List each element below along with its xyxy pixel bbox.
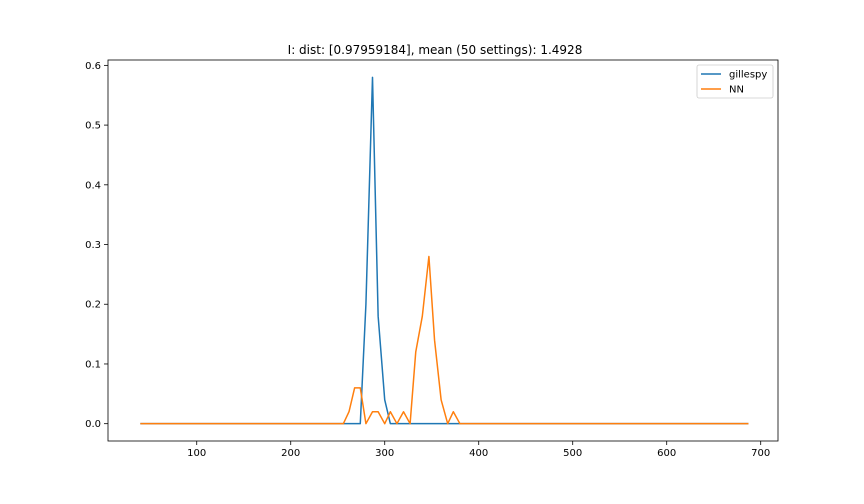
x-tick-label: 300 (375, 448, 394, 459)
chart-title: I: dist: [0.97959184], mean (50 settings… (288, 43, 583, 57)
y-tick-label: 0.2 (85, 300, 101, 311)
x-tick-label: 400 (469, 448, 488, 459)
legend-label-gillespy: gillespy (729, 70, 767, 81)
x-tick-label: 600 (657, 448, 676, 459)
axes-frame (107, 59, 779, 442)
y-tick-label: 0.4 (85, 180, 101, 191)
series-line-gillespy (140, 76, 749, 425)
x-tick-label: 500 (563, 448, 582, 459)
y-tick-label: 0.6 (85, 61, 101, 72)
x-tick-label: 700 (751, 448, 770, 459)
series-layer (140, 76, 749, 425)
y-tick-label: 0.5 (85, 121, 101, 132)
x-tick-label: 100 (187, 448, 206, 459)
legend: gillespy NN (696, 64, 774, 99)
y-tick-label: 0.1 (85, 359, 101, 370)
y-tick-label: 0.0 (85, 419, 101, 430)
x-axis: 100 200 300 400 500 600 700 (187, 441, 770, 459)
y-tick-label: 0.3 (85, 240, 101, 251)
series-line-nn (140, 255, 749, 425)
y-axis: 0.0 0.1 0.2 0.3 0.4 0.5 0.6 (85, 61, 108, 430)
legend-label-nn: NN (729, 85, 744, 96)
x-tick-label: 200 (281, 448, 300, 459)
